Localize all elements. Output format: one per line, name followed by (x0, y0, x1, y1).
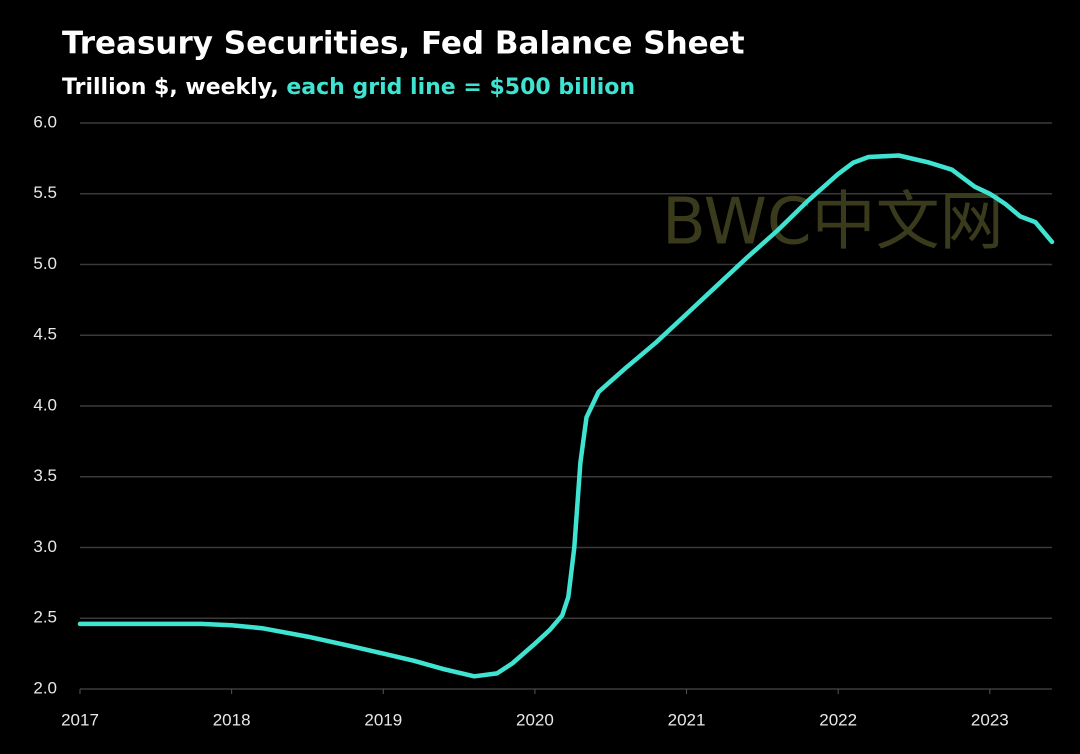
y-tick-label: 4.5 (33, 325, 57, 344)
x-tick-label: 2017 (61, 710, 99, 729)
subtitle-text: Trillion $, weekly, (62, 75, 279, 100)
x-tick-label: 2020 (516, 710, 554, 729)
y-tick-label: 6.0 (33, 112, 57, 131)
data-line (77, 153, 1055, 679)
y-tick-label: 5.0 (33, 254, 57, 273)
x-tick-label: 2022 (819, 710, 857, 729)
chart-title: Treasury Securities, Fed Balance Sheet (62, 26, 745, 62)
y-tick-label: 4.0 (33, 395, 57, 414)
grid (80, 122, 1052, 690)
y-tick-label: 3.0 (33, 537, 57, 556)
x-tick-label: 2023 (971, 710, 1009, 729)
x-tick-label: 2018 (213, 710, 251, 729)
y-tick-label: 5.5 (33, 183, 57, 202)
x-tick-label: 2021 (668, 710, 706, 729)
watermark: BWC中文网 (662, 186, 1004, 260)
y-tick-label: 2.0 (33, 678, 57, 697)
chart-subtitle: Trillion $, weekly, each grid line = $50… (62, 75, 635, 100)
subtitle-highlight: each grid line = $500 billion (286, 75, 635, 100)
y-tick-label: 3.5 (33, 466, 57, 485)
y-tick-label: 2.5 (33, 608, 57, 627)
x-tick-label: 2019 (364, 710, 402, 729)
